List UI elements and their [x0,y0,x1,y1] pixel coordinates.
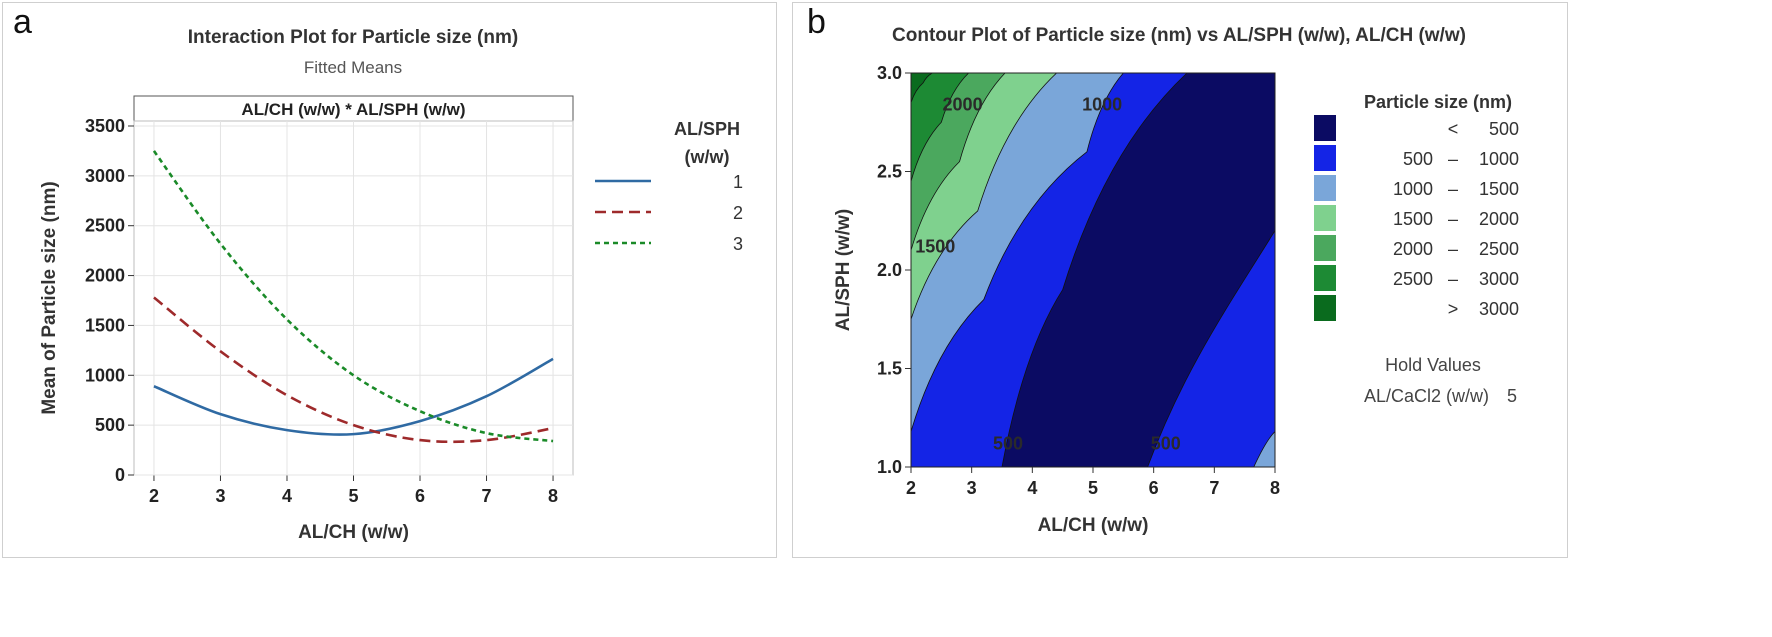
x-tick-label: 4 [1027,478,1037,498]
contour-band-gt3000 [911,73,934,103]
contour-label: 1500 [915,236,955,256]
panel-b: b Contour Plot of Particle size (nm) vs … [792,2,1568,558]
legend-bin-high: 3000 [1479,299,1519,319]
x-tick-label: 6 [1149,478,1159,498]
panel-a: a Interaction Plot for Particle size (nm… [2,2,777,558]
legend-bin-sep: – [1448,239,1458,259]
contour-label: 500 [1151,433,1181,453]
y-tick-label: 2.0 [877,260,902,280]
y-axis-label: Mean of Particle size (nm) [39,181,60,414]
panel-letter-b: b [807,3,826,41]
x-tick-label: 2 [906,478,916,498]
x-tick-label: 3 [967,478,977,498]
y-tick-label: 2000 [85,266,125,286]
legend-bin-low: < [1448,119,1459,139]
legend-title-line1: AL/SPH [674,119,740,139]
legend-entry-label: 3 [733,234,743,254]
legend-bin-sep: – [1448,209,1458,229]
legend-swatch [1314,175,1336,201]
y-tick-label: 3500 [85,116,125,136]
legend-swatch [1314,205,1336,231]
facet-strip [133,95,574,122]
legend-bin-high: 2000 [1479,209,1519,229]
x-tick-label: 5 [1088,478,1098,498]
y-tick-label: 3000 [85,166,125,186]
legend-swatch [1314,265,1336,291]
y-tick-label: 500 [95,415,125,435]
chart-title: Interaction Plot for Particle size (nm) [188,27,518,48]
legend-swatch [1314,115,1336,141]
x-tick-label: 8 [1270,478,1280,498]
y-tick-label: 1000 [85,365,125,385]
x-tick-label: 5 [348,486,358,506]
y-tick-label: 0 [115,465,125,485]
chart-title: Contour Plot of Particle size (nm) vs AL… [892,25,1466,46]
legend-bin-high: 1500 [1479,179,1519,199]
x-tick-label: 3 [215,486,225,506]
legend-bin-low: 500 [1403,149,1433,169]
x-tick-label: 6 [415,486,425,506]
legend-bin-high: 3000 [1479,269,1519,289]
legend-bin-low: 2500 [1393,269,1433,289]
panel-letter-a: a [13,3,32,41]
legend-bin-low: 2000 [1393,239,1433,259]
legend-title: Particle size (nm) [1364,92,1512,112]
contour-band-1000-1500-right [1253,430,1275,467]
contour-label: 500 [993,433,1023,453]
x-tick-label: 4 [282,486,292,506]
legend-bin-low: 1500 [1393,209,1433,229]
legend-bin-sep: – [1448,179,1458,199]
legend-bin-high: 1000 [1479,149,1519,169]
y-tick-label: 1.5 [877,359,902,379]
hold-values-value: 5 [1507,386,1517,406]
contour-band-500-1000-right [1147,229,1275,467]
contour-label: 2000 [943,95,983,115]
hold-values-variable: AL/CaCl2 (w/w) [1364,386,1489,406]
x-tick-label: 7 [1209,478,1219,498]
contour-regions [911,73,1275,467]
x-tick-label: 8 [548,486,558,506]
chart-subtitle: Fitted Means [304,58,402,77]
legend-bin-sep: – [1448,149,1458,169]
legend-entry-label: 2 [733,203,743,223]
legend-bin-low: > [1448,299,1459,319]
y-tick-label: 3.0 [877,63,902,83]
legend-bin-high: 500 [1489,119,1519,139]
y-tick-label: 2500 [85,216,125,236]
x-axis-label: AL/CH (w/w) [1038,515,1149,536]
series-line-3 [152,150,554,443]
legend-title-line2: (w/w) [685,147,730,167]
contour-band-2500-3000 [911,73,970,182]
legend-swatch [1314,235,1336,261]
facet-label: AL/CH (w/w) * AL/SPH (w/w) [241,100,465,119]
hold-values-title: Hold Values [1385,355,1481,375]
legend-swatch [1314,145,1336,171]
y-tick-label: 2.5 [877,162,902,182]
series-line-1 [153,357,554,436]
legend-bin-high: 2500 [1479,239,1519,259]
legend-bin-low: 1000 [1393,179,1433,199]
x-tick-label: 2 [149,486,159,506]
legend-swatch [1314,295,1336,321]
legend-entry-label: 1 [733,172,743,192]
legend-bin-sep: – [1448,269,1458,289]
y-tick-label: 1.0 [877,457,902,477]
y-tick-label: 1500 [85,315,125,335]
contour-plot: Contour Plot of Particle size (nm) vs AL… [833,25,1519,536]
y-axis-label: AL/SPH (w/w) [833,209,854,331]
x-tick-label: 7 [482,486,492,506]
interaction-plot: Interaction Plot for Particle size (nm) F… [39,27,743,543]
x-axis-label: AL/CH (w/w) [298,522,409,543]
series-line-2 [153,296,554,444]
contour-label: 1000 [1082,95,1122,115]
